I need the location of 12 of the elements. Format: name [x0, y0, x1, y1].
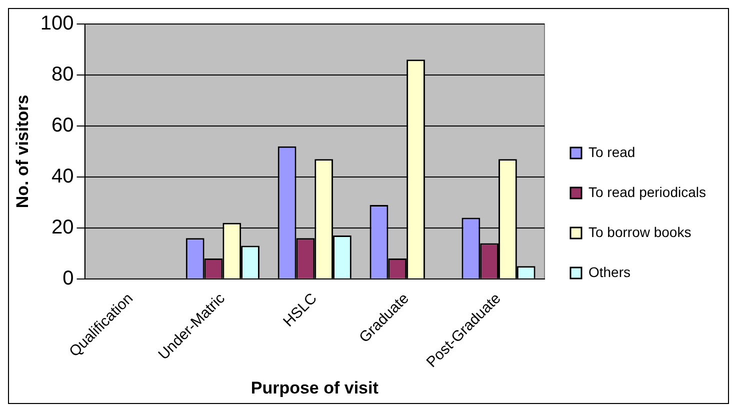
legend-label: To read periodicals [588, 184, 706, 200]
legend-label: To borrow books [588, 224, 692, 240]
legend-label: Others [588, 264, 631, 280]
y-tick-label: 60 [52, 114, 74, 136]
y-tick-label: 80 [52, 63, 74, 86]
legend-label: To read [588, 144, 636, 160]
y-tick-label: 20 [52, 216, 74, 238]
y-tick-label: 40 [52, 165, 74, 188]
y-tick-label: 100 [40, 12, 74, 35]
y-axis-title: No. of visitors [12, 94, 32, 208]
y-tick-label: 0 [62, 267, 74, 290]
x-axis-title: Purpose of visit [250, 378, 379, 398]
